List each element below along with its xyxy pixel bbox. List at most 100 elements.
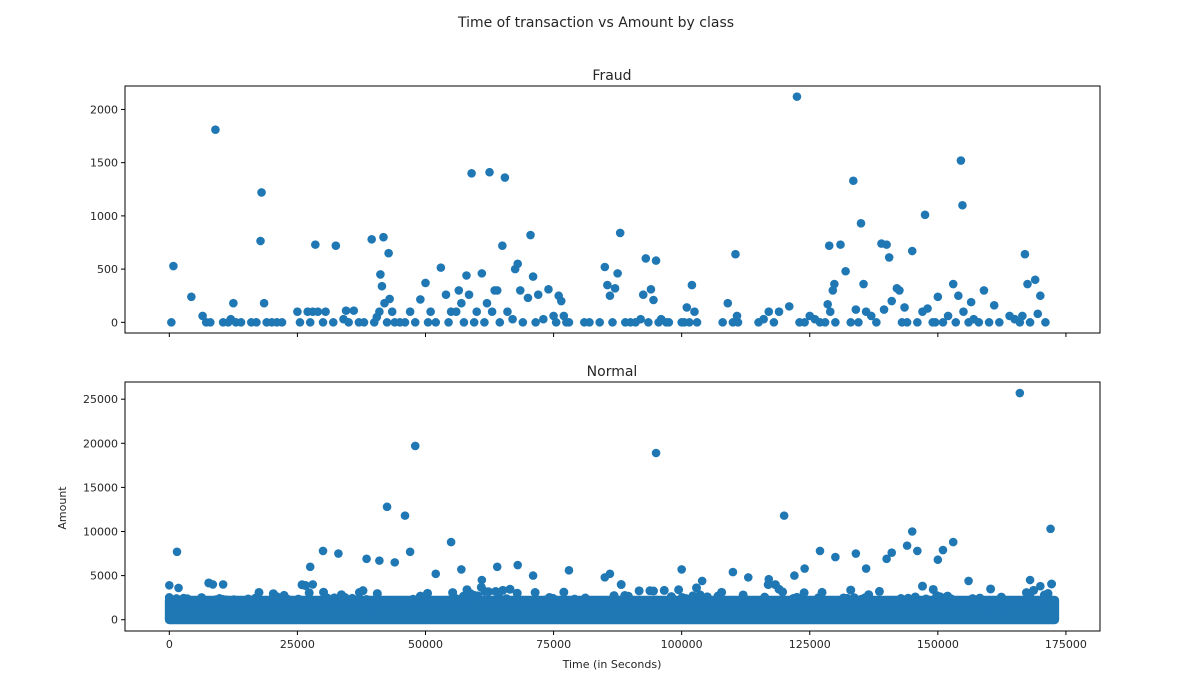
fraud-data-point bbox=[385, 294, 394, 304]
fraud-data-point bbox=[492, 286, 502, 295]
fraud-data-point bbox=[367, 235, 376, 244]
normal-band-edge-point bbox=[799, 588, 809, 598]
fraud-data-point bbox=[331, 241, 341, 250]
normal-dense-band bbox=[164, 578, 1060, 625]
normal-band-edge-point bbox=[351, 599, 361, 609]
normal-band-edge-point bbox=[509, 598, 519, 608]
normal-plot-frame bbox=[124, 381, 1101, 632]
normal-data-point bbox=[1025, 575, 1035, 585]
fraud-subplot: Fraud 0 500 1000 1500 2000 bbox=[90, 68, 1101, 337]
fraud-data-point bbox=[923, 304, 932, 313]
normal-band-edge-point bbox=[874, 586, 884, 596]
fraud-data-point bbox=[690, 307, 699, 317]
normal-band-edge-point bbox=[487, 598, 497, 608]
normal-band-edge-point bbox=[917, 581, 927, 591]
normal-band-edge-point bbox=[982, 599, 992, 609]
fraud-data-point bbox=[948, 279, 958, 289]
normal-band-edge-point bbox=[817, 587, 827, 597]
normal-band-edge-point bbox=[717, 587, 727, 597]
fraud-data-point bbox=[884, 253, 894, 262]
normal-data-point bbox=[964, 576, 973, 586]
fraud-data-point bbox=[792, 92, 802, 101]
fraud-data-point bbox=[169, 261, 178, 271]
fraud-data-point bbox=[958, 200, 967, 210]
fraud-data-point bbox=[895, 286, 904, 295]
normal-band-edge-point bbox=[512, 588, 522, 598]
fraud-data-point bbox=[498, 241, 507, 250]
fraud-data-point bbox=[341, 306, 351, 315]
normal-band-edge-point bbox=[674, 585, 684, 595]
fraud-data-point bbox=[1033, 309, 1043, 319]
normal-data-point bbox=[457, 565, 466, 574]
fraud-data-point bbox=[328, 318, 338, 327]
fraud-data-point bbox=[467, 169, 476, 178]
fraud-data-point bbox=[851, 305, 861, 314]
normal-data-point bbox=[165, 581, 174, 590]
fraud-data-point bbox=[664, 318, 674, 327]
normal-band-edge-point bbox=[494, 593, 504, 603]
normal-band-edge-point bbox=[688, 591, 698, 601]
normal-data-point bbox=[492, 562, 502, 572]
fraud-data-point bbox=[638, 290, 648, 299]
fraud-data-point bbox=[733, 318, 743, 327]
fraud-data-point bbox=[387, 307, 397, 317]
normal-band-edge-point bbox=[907, 599, 917, 609]
fraud-data-point bbox=[321, 307, 330, 317]
normal-data-point bbox=[375, 556, 384, 565]
fraud-y-tick-label: 500 bbox=[97, 263, 118, 276]
normal-band-edge-point bbox=[670, 598, 680, 608]
fraud-data-point bbox=[359, 318, 369, 327]
fraud-data-point bbox=[995, 318, 1004, 327]
normal-x-tick-label: 0 bbox=[166, 638, 173, 651]
fraud-data-point bbox=[692, 318, 702, 327]
normal-band-edge-point bbox=[484, 587, 494, 597]
fraud-data-point bbox=[405, 307, 415, 317]
fraud-data-point bbox=[644, 318, 653, 327]
fraud-data-point bbox=[603, 280, 612, 290]
normal-band-edge-point bbox=[613, 596, 623, 606]
normal-band-edge-point bbox=[369, 599, 379, 609]
fraud-data-point bbox=[259, 298, 269, 308]
fraud-data-point bbox=[252, 318, 261, 327]
fraud-data-point bbox=[830, 279, 839, 289]
fraud-data-point bbox=[605, 291, 615, 301]
normal-data-point bbox=[362, 554, 371, 564]
normal-band-edge-point bbox=[796, 597, 806, 607]
normal-data-point bbox=[913, 546, 922, 556]
fraud-data-point bbox=[526, 230, 535, 240]
fraud-data-point bbox=[887, 296, 897, 306]
fraud-data-point bbox=[277, 318, 287, 327]
normal-data-point bbox=[513, 560, 523, 570]
fraud-data-point bbox=[649, 295, 658, 305]
fraud-data-point bbox=[384, 248, 393, 258]
fraud-data-point bbox=[421, 278, 430, 288]
fraud-data-point bbox=[564, 318, 574, 327]
normal-data-point bbox=[410, 441, 420, 451]
fraud-data-point bbox=[518, 318, 528, 327]
fraud-data-point bbox=[902, 318, 912, 327]
fraud-data-point bbox=[872, 318, 881, 327]
fraud-data-point bbox=[800, 318, 809, 327]
fraud-data-point bbox=[979, 286, 989, 295]
normal-band-edge-point bbox=[1025, 592, 1035, 602]
fraud-y-tick-label: 1000 bbox=[90, 210, 118, 223]
fraud-data-point bbox=[382, 318, 392, 327]
normal-data-point bbox=[308, 580, 318, 589]
normal-data-point bbox=[390, 558, 400, 567]
fraud-data-point bbox=[295, 318, 305, 327]
fraud-data-point bbox=[318, 318, 328, 327]
normal-data-point bbox=[446, 537, 456, 547]
normal-band-edge-point bbox=[925, 596, 935, 606]
normal-subplot: Normal 0 25000 50000 75000 100000 125000 15000… bbox=[56, 364, 1101, 671]
normal-data-point bbox=[882, 554, 891, 564]
fraud-data-point bbox=[718, 318, 727, 327]
normal-band-edge-point bbox=[315, 597, 325, 607]
fraud-data-point bbox=[293, 307, 302, 317]
fraud-data-point bbox=[849, 176, 858, 186]
fraud-data-point bbox=[585, 318, 594, 327]
normal-x-tick-label: 50000 bbox=[408, 638, 443, 651]
fraud-data-point bbox=[900, 303, 909, 312]
fraud-data-point bbox=[966, 297, 976, 307]
normal-data-point bbox=[318, 546, 328, 556]
normal-x-tick-label: 25000 bbox=[280, 638, 315, 651]
